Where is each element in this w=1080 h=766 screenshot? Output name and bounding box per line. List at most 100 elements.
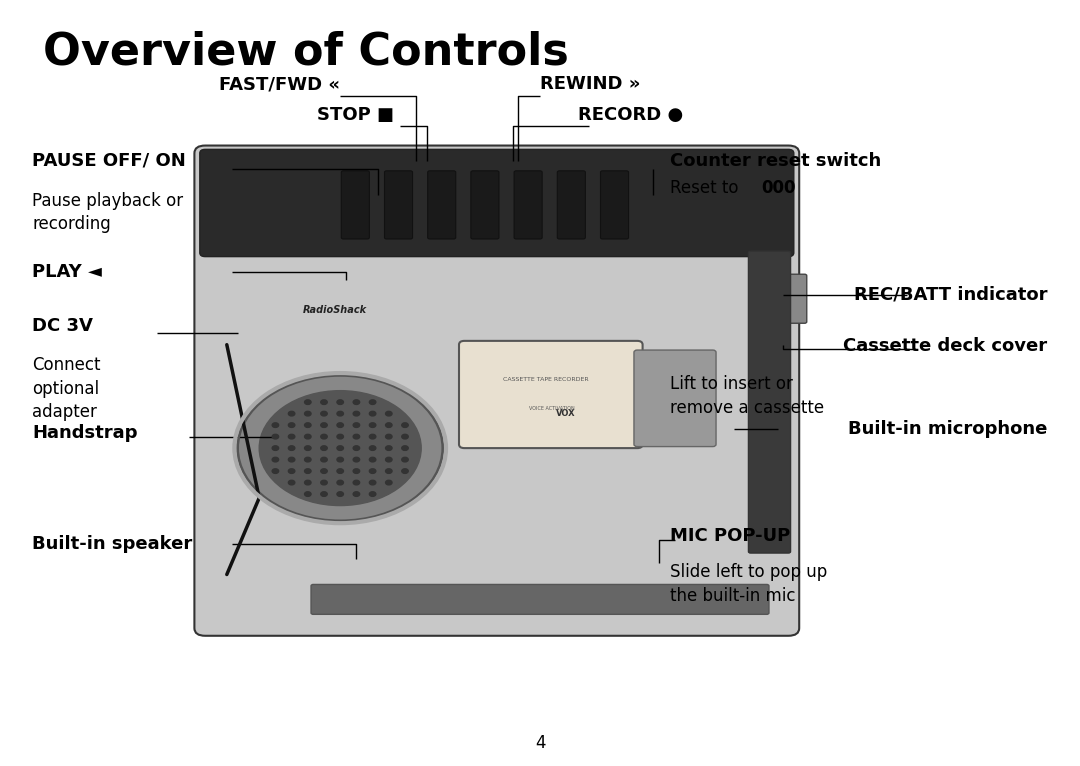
Text: RadioShack: RadioShack <box>302 305 366 316</box>
Text: REWIND »: REWIND » <box>540 76 640 93</box>
Text: Pause playback or
recording: Pause playback or recording <box>32 192 184 233</box>
Circle shape <box>288 480 295 485</box>
Circle shape <box>272 457 279 462</box>
Text: Built-in speaker: Built-in speaker <box>32 535 192 553</box>
Text: Connect
optional
adapter: Connect optional adapter <box>32 356 100 421</box>
Circle shape <box>321 411 327 416</box>
Circle shape <box>337 457 343 462</box>
Text: MIC POP-UP: MIC POP-UP <box>670 527 789 545</box>
FancyBboxPatch shape <box>194 146 799 636</box>
Circle shape <box>321 492 327 496</box>
Text: RECORD ●: RECORD ● <box>578 106 683 124</box>
Text: STOP ■: STOP ■ <box>318 106 394 124</box>
Circle shape <box>369 423 376 427</box>
Text: PAUSE OFF/ ON: PAUSE OFF/ ON <box>32 152 186 170</box>
Circle shape <box>369 492 376 496</box>
FancyBboxPatch shape <box>634 350 716 447</box>
Circle shape <box>337 423 343 427</box>
Circle shape <box>321 446 327 450</box>
Circle shape <box>305 469 311 473</box>
FancyBboxPatch shape <box>748 251 791 553</box>
Text: REC/BATT indicator: REC/BATT indicator <box>854 286 1048 304</box>
Circle shape <box>386 469 392 473</box>
Circle shape <box>321 434 327 439</box>
Circle shape <box>305 423 311 427</box>
Circle shape <box>272 423 279 427</box>
Circle shape <box>305 457 311 462</box>
Circle shape <box>386 446 392 450</box>
Circle shape <box>402 469 408 473</box>
FancyBboxPatch shape <box>557 171 585 239</box>
FancyBboxPatch shape <box>200 149 794 257</box>
Circle shape <box>305 446 311 450</box>
Text: 000: 000 <box>761 178 796 197</box>
FancyBboxPatch shape <box>428 171 456 239</box>
FancyBboxPatch shape <box>459 341 643 448</box>
FancyBboxPatch shape <box>759 274 807 323</box>
Text: FAST/FWD «: FAST/FWD « <box>219 76 340 93</box>
Circle shape <box>288 411 295 416</box>
Circle shape <box>305 411 311 416</box>
FancyBboxPatch shape <box>471 171 499 239</box>
Circle shape <box>353 434 360 439</box>
FancyBboxPatch shape <box>341 171 369 239</box>
Circle shape <box>369 457 376 462</box>
Circle shape <box>402 423 408 427</box>
FancyBboxPatch shape <box>600 171 629 239</box>
Circle shape <box>369 434 376 439</box>
Circle shape <box>305 492 311 496</box>
Circle shape <box>305 434 311 439</box>
Circle shape <box>321 480 327 485</box>
Circle shape <box>321 400 327 404</box>
Circle shape <box>337 411 343 416</box>
Circle shape <box>259 391 421 506</box>
Text: Reset to: Reset to <box>670 178 743 197</box>
Text: Overview of Controls: Overview of Controls <box>43 31 569 74</box>
Circle shape <box>272 446 279 450</box>
Circle shape <box>369 400 376 404</box>
Circle shape <box>288 423 295 427</box>
Text: DC 3V: DC 3V <box>32 316 93 335</box>
Circle shape <box>353 457 360 462</box>
Circle shape <box>238 375 443 521</box>
Circle shape <box>386 434 392 439</box>
Circle shape <box>288 434 295 439</box>
FancyBboxPatch shape <box>514 171 542 239</box>
Circle shape <box>321 469 327 473</box>
Circle shape <box>402 446 408 450</box>
FancyBboxPatch shape <box>311 584 769 614</box>
Text: Handstrap: Handstrap <box>32 424 138 442</box>
Circle shape <box>402 457 408 462</box>
Circle shape <box>337 492 343 496</box>
Circle shape <box>369 480 376 485</box>
Text: VOX: VOX <box>556 409 576 418</box>
Text: CASSETTE TAPE RECORDER: CASSETTE TAPE RECORDER <box>502 377 589 381</box>
Circle shape <box>353 411 360 416</box>
Circle shape <box>353 446 360 450</box>
Circle shape <box>288 469 295 473</box>
Circle shape <box>386 423 392 427</box>
Circle shape <box>386 480 392 485</box>
Text: 4: 4 <box>535 734 545 752</box>
Circle shape <box>353 469 360 473</box>
Circle shape <box>369 446 376 450</box>
Circle shape <box>369 469 376 473</box>
Text: Slide left to pop up
the built-in mic: Slide left to pop up the built-in mic <box>670 563 827 604</box>
Circle shape <box>386 457 392 462</box>
Circle shape <box>337 400 343 404</box>
Circle shape <box>337 480 343 485</box>
Circle shape <box>305 400 311 404</box>
Circle shape <box>337 469 343 473</box>
Text: Cassette deck cover: Cassette deck cover <box>843 337 1048 355</box>
Circle shape <box>305 480 311 485</box>
Circle shape <box>386 411 392 416</box>
Circle shape <box>288 457 295 462</box>
FancyBboxPatch shape <box>384 171 413 239</box>
Circle shape <box>337 446 343 450</box>
Circle shape <box>353 400 360 404</box>
Circle shape <box>272 434 279 439</box>
Circle shape <box>353 423 360 427</box>
Circle shape <box>353 492 360 496</box>
Circle shape <box>353 480 360 485</box>
Circle shape <box>272 469 279 473</box>
